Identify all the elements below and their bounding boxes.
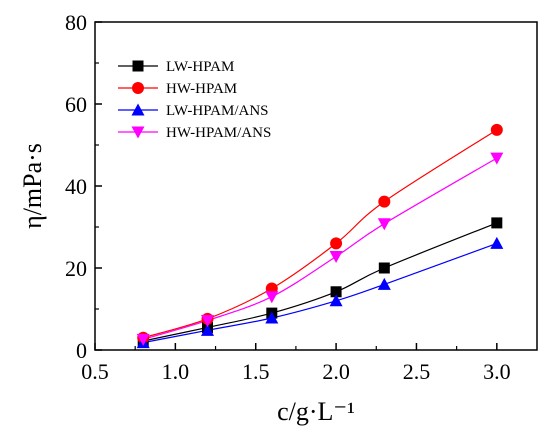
data-point-series-4 bbox=[329, 251, 343, 264]
y-tick-label: 60 bbox=[65, 92, 87, 117]
y-tick-label: 80 bbox=[65, 10, 87, 35]
x-tick-label: 2.0 bbox=[322, 359, 350, 384]
data-point-series-3 bbox=[377, 277, 391, 290]
series-markers bbox=[136, 123, 504, 349]
x-axis-label: c/g·L⁻¹ bbox=[277, 397, 355, 426]
data-point-series-3 bbox=[490, 236, 504, 249]
legend-label: HW-HPAM/ANS bbox=[166, 125, 271, 141]
x-tick-labels: 0.5 1.0 1.5 2.0 2.5 3.0 bbox=[81, 359, 510, 384]
data-point-series-1 bbox=[378, 262, 390, 274]
y-tick-label: 40 bbox=[65, 174, 87, 199]
legend-label: LW-HPAM/ANS bbox=[166, 103, 269, 119]
legend-marker bbox=[132, 60, 144, 72]
data-point-series-1 bbox=[330, 286, 342, 298]
y-tick-labels: 0 20 40 60 80 bbox=[65, 10, 87, 363]
x-tick-label: 1.0 bbox=[162, 359, 190, 384]
data-point-series-2 bbox=[378, 195, 391, 208]
legend-label: LW-HPAM bbox=[166, 59, 234, 75]
series-line-2 bbox=[143, 129, 498, 339]
data-point-series-3 bbox=[329, 294, 343, 307]
data-point-series-3 bbox=[265, 311, 279, 324]
data-point-series-4 bbox=[490, 152, 504, 165]
plot-frame bbox=[94, 21, 538, 351]
x-tick-label: 1.5 bbox=[242, 359, 270, 384]
x-tick-label: 3.0 bbox=[483, 359, 511, 384]
y-tick-label: 20 bbox=[65, 256, 87, 281]
data-point-series-4 bbox=[377, 218, 391, 231]
y-tick-label: 0 bbox=[76, 338, 87, 363]
axis-ticks bbox=[94, 21, 498, 351]
series-line-3 bbox=[143, 242, 498, 344]
legend-marker bbox=[131, 103, 145, 116]
legend: LW-HPAM HW-HPAM LW-HPAM/ANS HW-HPAM/ANS bbox=[118, 59, 271, 141]
x-tick-label: 0.5 bbox=[81, 359, 109, 384]
series-lines bbox=[143, 129, 498, 344]
x-tick-label: 2.5 bbox=[403, 359, 431, 384]
data-point-series-4 bbox=[201, 314, 215, 327]
legend-marker bbox=[131, 126, 145, 139]
data-point-series-4 bbox=[136, 333, 150, 346]
data-point-series-4 bbox=[265, 291, 279, 304]
legend-label: HW-HPAM bbox=[166, 81, 237, 97]
data-point-series-2 bbox=[330, 237, 343, 250]
series-line-4 bbox=[143, 157, 498, 340]
data-point-series-3 bbox=[201, 323, 215, 336]
data-point-series-1 bbox=[491, 217, 503, 229]
legend-marker bbox=[132, 82, 144, 94]
y-axis-label: η/mPa·s bbox=[18, 143, 47, 229]
data-point-series-2 bbox=[490, 123, 503, 136]
